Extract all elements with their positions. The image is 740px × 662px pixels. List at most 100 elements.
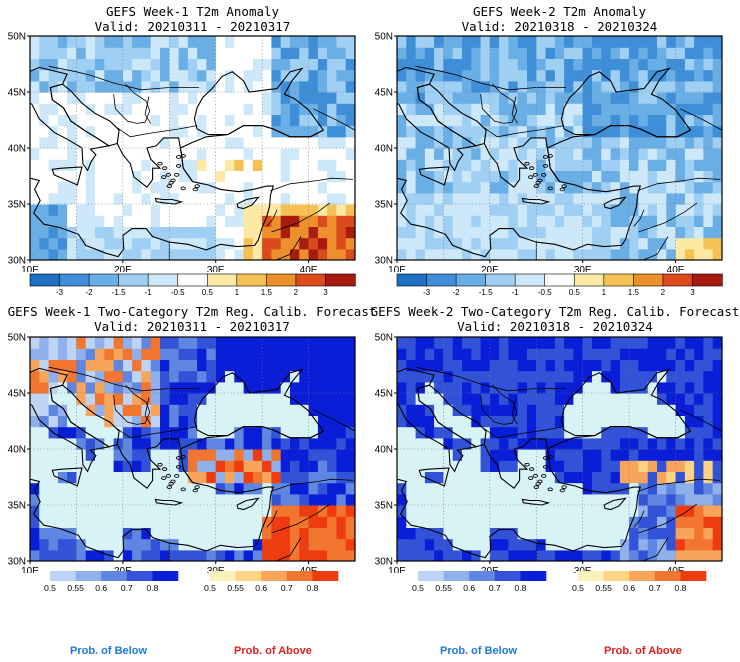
sea-cell: [480, 505, 491, 517]
sea-cell: [462, 237, 472, 250]
land-cell: [545, 47, 556, 59]
land-cell: [178, 58, 189, 71]
land-cell: [308, 359, 319, 372]
land-cell: [197, 437, 207, 450]
land-cell: [345, 226, 355, 239]
land-cell: [308, 505, 319, 517]
sea-cell: [122, 192, 133, 205]
land-cell: [336, 359, 347, 372]
land-cell: [573, 549, 584, 561]
land-cell: [271, 248, 282, 260]
sea-cell: [178, 482, 189, 495]
land-cell: [178, 92, 189, 104]
sea-cell: [169, 505, 180, 517]
sea-cell: [508, 204, 519, 216]
sea-cell: [657, 114, 667, 127]
cyprus-coast: [603, 497, 627, 511]
land-cell: [290, 204, 300, 216]
land-cell: [178, 348, 189, 360]
land-cell: [271, 47, 282, 59]
sea-cell: [225, 69, 235, 82]
land-cell: [397, 549, 407, 561]
island-outline: [168, 481, 174, 486]
land-cell: [657, 159, 667, 171]
land-cell: [638, 36, 649, 48]
sea-cell: [113, 527, 124, 540]
sea-cell: [573, 527, 584, 540]
land-cell: [243, 359, 254, 372]
land-cell: [694, 359, 704, 372]
land-cell: [336, 248, 347, 260]
land-cell: [657, 148, 667, 160]
land-cell: [104, 393, 115, 405]
land-cell: [308, 215, 319, 227]
land-cell: [629, 226, 639, 239]
land-cell: [499, 125, 509, 138]
colorbar-tick-label: 1.5: [261, 288, 273, 297]
land-cell: [443, 426, 454, 439]
land-cell: [299, 348, 310, 360]
land-cell: [619, 337, 630, 349]
sea-cell: [262, 114, 272, 127]
land-cell: [215, 359, 226, 372]
land-cell: [499, 159, 509, 171]
land-cell: [462, 348, 472, 360]
sea-cell: [480, 516, 491, 528]
land-cell: [443, 136, 454, 149]
sea-cell: [262, 181, 272, 194]
sea-cell: [57, 437, 68, 450]
sea-cell: [169, 449, 180, 461]
land-cell: [160, 549, 170, 561]
land-cell: [317, 204, 328, 216]
land-cell: [225, 36, 235, 48]
sea-cell: [39, 215, 50, 227]
sea-cell: [76, 192, 87, 205]
land-cell: [122, 92, 133, 104]
cyprus-coast: [236, 497, 260, 511]
sea-cell: [169, 159, 180, 171]
land-cell: [638, 538, 649, 551]
colorbar-swatch: [514, 273, 546, 287]
sea-cell: [290, 125, 300, 138]
land-cell: [415, 549, 426, 561]
land-cell: [554, 170, 565, 183]
land-cell: [517, 359, 528, 372]
colorbar-tick-label: 0.8: [514, 583, 526, 593]
land-cell: [141, 538, 152, 551]
land-cell: [508, 437, 519, 450]
sea-cell: [443, 181, 454, 194]
land-cell: [122, 248, 133, 260]
land-cell: [178, 393, 189, 405]
land-cell: [712, 148, 722, 160]
land-cell: [122, 404, 133, 416]
land-cell: [150, 393, 161, 405]
country-border: [117, 125, 198, 138]
land-cell: [280, 348, 291, 360]
land-cell: [480, 337, 491, 349]
sea-cell: [517, 516, 528, 528]
sea-cell: [113, 493, 124, 506]
land-cell: [160, 103, 170, 115]
land-cell: [308, 136, 319, 149]
land-cell: [206, 437, 217, 450]
land-cell: [629, 125, 639, 138]
land-cell: [178, 460, 189, 472]
sea-cell: [113, 170, 124, 183]
sea-cell: [573, 415, 584, 428]
land-cell: [206, 460, 217, 472]
sea-cell: [564, 415, 574, 428]
land-cell: [462, 80, 472, 93]
sea-cell: [197, 192, 207, 205]
island-outline: [547, 186, 553, 191]
land-cell: [215, 159, 226, 171]
country-border: [313, 409, 355, 432]
land-cell: [536, 92, 547, 104]
land-cell: [215, 58, 226, 71]
land-cell: [527, 549, 537, 561]
sea-cell: [452, 181, 463, 194]
sea-cell: [443, 482, 454, 495]
land-cell: [452, 348, 463, 360]
colorbar-swatch: [544, 273, 575, 287]
land-cell: [610, 159, 621, 171]
land-cell: [132, 538, 142, 551]
